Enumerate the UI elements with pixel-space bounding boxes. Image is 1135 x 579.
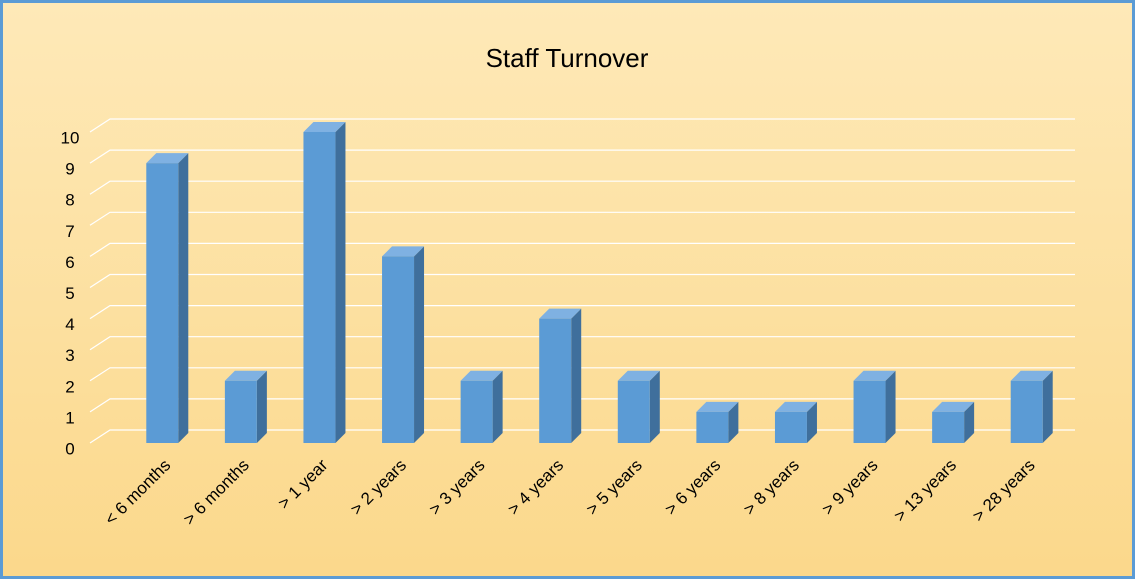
grid-line — [89, 398, 1075, 413]
bar-front — [224, 380, 257, 443]
bar-top — [303, 122, 346, 132]
y-tick-label: 6 — [65, 253, 74, 272]
y-tick-label: 2 — [65, 377, 74, 396]
bar-front — [303, 132, 336, 443]
grid-line — [89, 211, 1075, 226]
bar — [932, 401, 975, 443]
bar-top — [382, 246, 425, 257]
bar-side — [256, 370, 267, 443]
bar-front — [146, 163, 179, 443]
bar-side — [178, 153, 189, 443]
bar-top — [539, 308, 582, 319]
y-tick-label: 4 — [65, 315, 74, 334]
bar-side — [806, 401, 817, 443]
bar-side — [728, 401, 739, 443]
bar — [1010, 370, 1053, 443]
bar-top — [774, 401, 817, 412]
y-tick-label: 5 — [65, 284, 74, 303]
y-tick-label: 3 — [65, 346, 74, 365]
bar-top — [460, 370, 503, 381]
bar-top — [146, 153, 189, 164]
bar — [617, 370, 660, 443]
bar-side — [492, 370, 503, 443]
y-tick-label: 7 — [65, 222, 74, 241]
bar-front — [853, 380, 886, 443]
bar-front — [382, 256, 415, 443]
bar-side — [414, 246, 425, 443]
y-tick-label: 10 — [61, 128, 80, 147]
bar — [146, 153, 189, 443]
bar-top — [617, 370, 660, 381]
y-tick-label: 1 — [65, 408, 74, 427]
bar-side — [335, 122, 346, 443]
grid-line — [89, 336, 1075, 351]
bar-side — [649, 370, 660, 443]
chart-title: Staff Turnover — [486, 43, 649, 73]
bar — [460, 370, 503, 443]
bar — [303, 122, 346, 443]
bar-front — [932, 411, 965, 443]
bar-front — [617, 380, 650, 443]
grid-line — [89, 118, 1075, 133]
bar-side — [1042, 370, 1053, 443]
grid-line — [89, 149, 1075, 164]
bar-top — [224, 370, 267, 381]
bar-top — [932, 401, 975, 412]
bar-front — [460, 380, 493, 443]
bar-front — [1010, 380, 1043, 443]
bar — [224, 370, 267, 443]
bar — [853, 370, 896, 443]
bar-top — [696, 401, 739, 412]
y-tick-label: 9 — [65, 160, 74, 179]
bar-side — [964, 401, 975, 443]
bar-front — [774, 411, 807, 443]
bar — [774, 401, 817, 443]
bar-side — [571, 308, 582, 443]
y-tick-label: 0 — [65, 439, 74, 458]
bar — [539, 308, 582, 443]
bar-front — [539, 318, 572, 443]
bar — [382, 246, 425, 443]
bar-top — [853, 370, 896, 381]
y-tick-label: 8 — [65, 191, 74, 210]
grid-line — [89, 273, 1075, 289]
grid-line — [89, 429, 1075, 444]
grid-line — [89, 242, 1075, 257]
grid-line — [89, 305, 1075, 320]
bar-side — [885, 370, 896, 443]
bar-top — [1010, 370, 1053, 381]
grid-line — [89, 367, 1075, 382]
grid-line — [89, 180, 1075, 195]
bar — [696, 401, 739, 443]
bar-front — [696, 411, 729, 443]
